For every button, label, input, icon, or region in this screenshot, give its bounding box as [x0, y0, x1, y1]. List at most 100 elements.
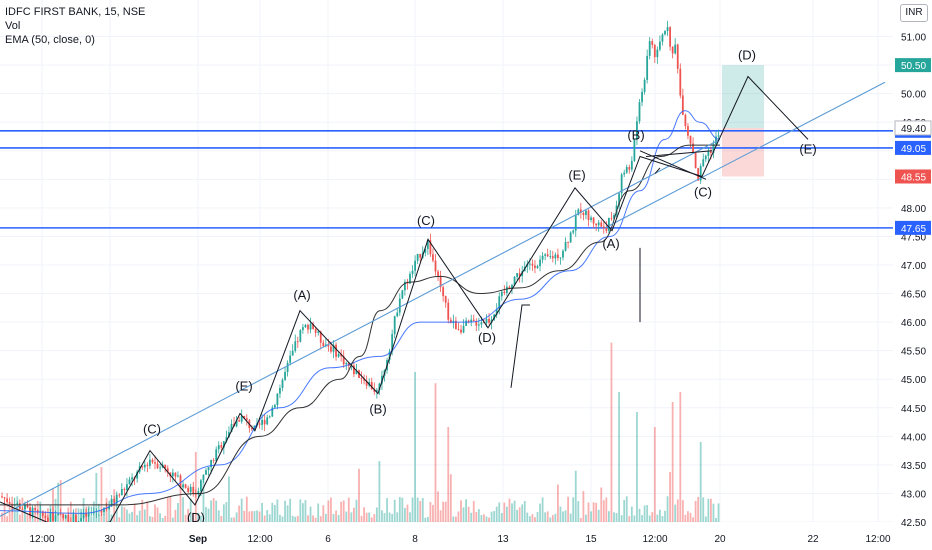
volume-bar: [648, 515, 651, 522]
volume-bar: [717, 503, 720, 522]
candle-body: [694, 152, 697, 169]
price-tick-label: 43.00: [901, 489, 926, 500]
candle-body: [85, 513, 88, 517]
candle-body: [651, 41, 654, 45]
candle-body: [661, 34, 664, 42]
trendline: [0, 138, 721, 517]
chart-legend: IDFC FIRST BANK, 15, NSE Vol EMA (50, cl…: [5, 5, 145, 47]
candle-body: [192, 486, 195, 494]
volume-bar: [608, 511, 610, 522]
candle-body: [666, 27, 669, 32]
candle-body: [659, 41, 661, 50]
volume-bar: [643, 505, 646, 522]
candle-body: [82, 513, 85, 519]
long-position-tool[interactable]: [722, 65, 764, 177]
volume-bar: [585, 514, 587, 522]
price-tick-label: 45.00: [901, 375, 926, 386]
volume-bar: [523, 501, 526, 522]
candle-body: [319, 331, 322, 343]
volume-bar: [623, 499, 626, 522]
candle-body: [113, 498, 116, 503]
volume-bar: [600, 487, 603, 522]
candle-body: [164, 464, 167, 469]
volume-bar: [54, 498, 57, 522]
candle-body: [166, 468, 169, 473]
candle-body: [238, 420, 241, 422]
candle-body: [557, 254, 559, 258]
wave-drawings[interactable]: [0, 75, 886, 529]
candle-body: [375, 389, 378, 392]
wave-segment: [510, 304, 530, 388]
volume-bar: [528, 516, 531, 522]
time-axis[interactable]: 12:00 30 Sep 12:00 6 8 13 15 12:00 20 22 12:00: [0, 522, 893, 550]
candle-body: [426, 240, 429, 249]
candle-body: [692, 143, 694, 153]
symbol-title[interactable]: IDFC FIRST BANK, 15, NSE: [5, 6, 146, 18]
level-price-tag: [895, 220, 931, 235]
volume-bar: [424, 517, 427, 522]
volume-bar: [393, 499, 396, 522]
grid-lines: [0, 0, 893, 523]
volume-bar: [179, 484, 182, 522]
ema-indicator-label[interactable]: EMA (50, close, 0): [5, 34, 95, 46]
candle-body: [215, 449, 218, 461]
candle-body: [610, 217, 613, 219]
volume-bar: [715, 517, 717, 522]
volume-bar: [238, 505, 241, 522]
candle-body: [171, 472, 174, 477]
horizontal-levels[interactable]: [0, 129, 893, 229]
volume-bar: [240, 498, 243, 522]
candle-body: [618, 193, 620, 206]
wave-segment: [639, 150, 707, 180]
candle-body: [712, 144, 715, 153]
candle-body: [8, 502, 11, 504]
candle-body: [360, 377, 363, 379]
candle-body: [322, 342, 325, 347]
candle-body: [47, 517, 49, 522]
volume-bar: [228, 476, 230, 522]
volume-bar: [551, 515, 554, 522]
volume-bar: [103, 513, 105, 522]
volume-bar: [546, 511, 549, 522]
time-tick-label: 8: [412, 534, 418, 545]
candle-body: [3, 497, 6, 499]
volume-bar: [432, 504, 434, 522]
price-tag: [895, 58, 931, 73]
volume-bar: [671, 402, 674, 522]
volume-indicator-label[interactable]: Vol: [5, 20, 21, 32]
volume-bar: [411, 497, 414, 522]
volume-bar: [340, 501, 343, 522]
candle-body: [294, 341, 297, 351]
volume-bar: [541, 497, 544, 522]
candle-body: [439, 275, 442, 288]
candle-body: [87, 512, 90, 517]
candle-body: [49, 511, 52, 522]
wave-label: (D): [738, 47, 756, 62]
volume-bar: [564, 510, 567, 522]
volume-bar: [126, 509, 128, 522]
currency-badge[interactable]: INR: [900, 4, 928, 22]
volume-bar: [146, 501, 149, 522]
volume-bar: [345, 511, 348, 522]
candle-body: [447, 302, 450, 320]
volume-bar: [704, 516, 707, 522]
volume-bar: [687, 511, 689, 522]
volume-bar: [434, 383, 437, 522]
price-axis[interactable]: 42.50 43.00 43.50 44.00 44.50 45.00 45.50 46.00…: [893, 0, 932, 550]
volume-bar: [136, 515, 139, 522]
candle-body: [266, 417, 269, 425]
candle-body: [704, 155, 707, 160]
volume-bar: [618, 392, 620, 522]
ema-line: [0, 110, 721, 514]
volume-bar: [467, 506, 470, 522]
candle-body: [41, 511, 44, 516]
candle-body: [128, 479, 131, 485]
candle-body: [143, 464, 146, 468]
volume-bar: [284, 500, 286, 522]
candle-body: [546, 254, 549, 257]
volume-bar: [472, 500, 475, 522]
candle-body: [141, 466, 144, 468]
volume-bar: [500, 513, 503, 522]
candle-body: [643, 79, 646, 92]
